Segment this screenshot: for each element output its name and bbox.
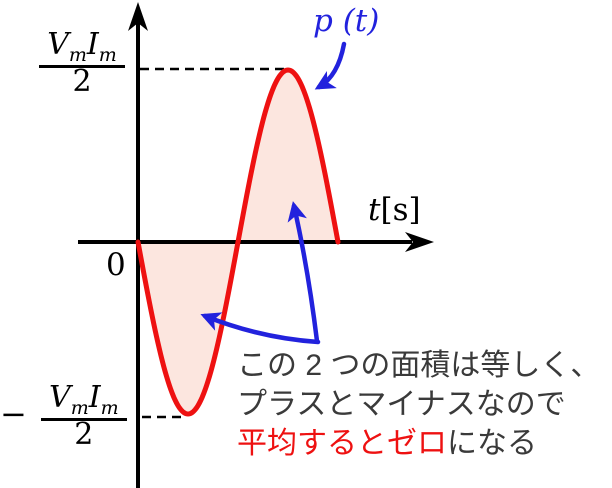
origin-label: 0 — [106, 247, 126, 283]
symbol-i: I — [86, 27, 99, 62]
symbol-v: V — [49, 380, 71, 415]
curve-label-arrow — [314, 41, 347, 90]
subscript-m: m — [100, 397, 119, 419]
power-curve — [135, 67, 341, 417]
subscript-m: m — [98, 44, 117, 66]
peak-denominator: 2 — [72, 64, 92, 99]
annotation-text: この 2 つの面積は等しく、 プラスとマイナスなので 平均するとゼロになる — [237, 346, 609, 463]
x-axis — [78, 232, 434, 252]
minus-sign: − — [0, 395, 27, 433]
x-axis-label: t[s] — [368, 195, 421, 226]
annotation-line-1: この 2 つの面積は等しく、 — [237, 349, 601, 382]
peak-numerator: VmIm — [39, 27, 125, 68]
subscript-m: m — [68, 44, 87, 66]
subscript-m: m — [70, 397, 89, 419]
annotation-line-2: プラスとマイナスなので — [237, 388, 566, 421]
trough-numerator: VmIm — [41, 380, 127, 421]
trough-fraction: VmIm 2 — [31, 380, 137, 452]
y-trough-label: − VmIm 2 — [0, 380, 137, 452]
annotation-highlight: 平均するとゼロ — [237, 427, 447, 460]
curve-label: p (t) — [313, 3, 380, 39]
negative-area-arrow — [200, 312, 321, 345]
seconds-unit: [s] — [380, 192, 421, 228]
symbol-v: V — [47, 27, 69, 62]
peak-fraction: VmIm 2 — [39, 27, 125, 99]
symbol-i: I — [88, 380, 101, 415]
annotation-line-3-rest: になる — [447, 427, 537, 460]
y-peak-label: VmIm 2 — [28, 27, 136, 99]
x-axis-arrowhead — [405, 232, 434, 252]
trough-denominator: 2 — [74, 417, 94, 452]
positive-area-arrow — [287, 201, 320, 344]
t-symbol: t — [368, 192, 381, 228]
y-axis-arrowhead — [128, 2, 148, 31]
annotation-line-3: 平均するとゼロになる — [237, 424, 609, 463]
